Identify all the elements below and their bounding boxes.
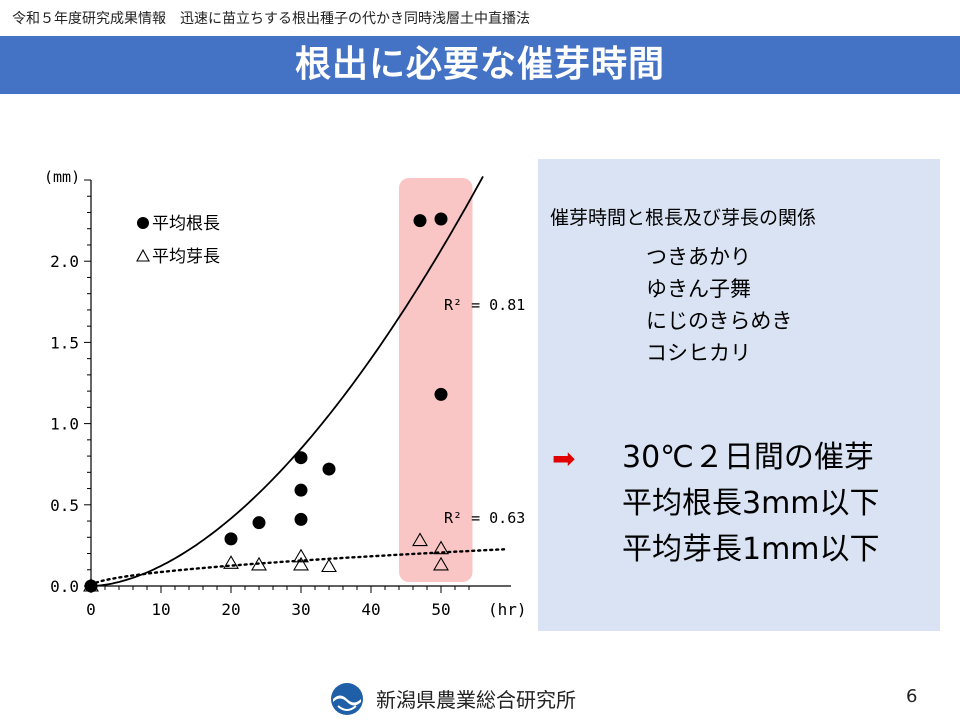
y-tick-label: 0.0 (50, 577, 79, 596)
legend-shoot-label: 平均芽長 (152, 247, 220, 267)
variety-list: つきあかり ゆきん子舞 にじのきらめき コシヒカリ (646, 241, 792, 369)
growth-chart: 0.0 0.5 1.0 1.5 2.0 0 10 20 30 40 50 (mm) (hr) R² = 0… (44, 168, 527, 619)
title-bar: 根出に必要な催芽時間 (0, 36, 960, 94)
root-length-point (252, 516, 266, 530)
legend-shoot-marker (136, 248, 150, 262)
root-length-point (413, 214, 427, 228)
root-r2-label: R² = 0.81 (444, 296, 525, 314)
right-arrow-icon: ➡ (552, 442, 576, 475)
shoot-length-point (223, 555, 239, 569)
root-length-point (434, 387, 448, 401)
shoot-length-point (433, 556, 449, 571)
list-item: にじのきらめき (646, 309, 793, 333)
shoot-length-point (83, 577, 99, 592)
shoot-r2-label: R² = 0.63 (444, 509, 525, 527)
root-length-point (322, 462, 336, 476)
chart-axes (84, 179, 511, 593)
shoot-length-point (251, 556, 267, 571)
list-item: ゆきん子舞 (646, 277, 751, 301)
institute-logo-icon (331, 683, 363, 715)
root-length-point (224, 532, 238, 546)
x-tick-label: 20 (221, 600, 240, 619)
root-length-point (434, 212, 448, 226)
conclusion-line: 平均芽長1mm以下 (622, 532, 880, 567)
header-caption: 令和５年度研究成果情報 迅速に苗立ちする根出種子の代かき同時浅層土中直播法 (12, 11, 530, 27)
x-tick-label: 40 (361, 600, 380, 619)
legend-root-marker (137, 217, 149, 229)
y-axis-label: (mm) (44, 168, 80, 186)
highlight-band (399, 178, 473, 582)
root-trend-line (90, 175, 484, 587)
conclusion: 30℃２日間の催芽 平均根長3mm以下 平均芽長1mm以下 (622, 435, 880, 573)
list-item: つきあかり (646, 245, 751, 269)
root-length-point (84, 579, 98, 593)
x-tick-label: 0 (86, 600, 96, 619)
y-tick-label: 1.0 (50, 415, 79, 434)
chart-labels: 0.0 0.5 1.0 1.5 2.0 0 10 20 30 40 50 (mm) (hr) R² = 0… (44, 168, 527, 619)
x-tick-label: 10 (151, 600, 170, 619)
page-number: 6 (906, 686, 918, 707)
slide-title: 根出に必要な催芽時間 (294, 44, 665, 85)
y-tick-label: 1.5 (50, 333, 79, 352)
shoot-length-point (433, 540, 449, 555)
conclusion-line: 30℃２日間の催芽 (622, 440, 874, 475)
shoot-length-point (293, 548, 309, 563)
x-tick-label: 30 (291, 600, 310, 619)
shoot-length-point (321, 558, 337, 573)
legend-root-label: 平均根長 (152, 214, 220, 234)
shoot-length-point (412, 532, 428, 547)
list-item: コシヒカリ (646, 341, 751, 365)
x-axis-label: (hr) (488, 600, 527, 619)
footer-organization: 新潟県農業総合研究所 (376, 688, 576, 712)
panel-heading: 催芽時間と根長及び芽長の関係 (550, 207, 817, 229)
info-panel: 催芽時間と根長及び芽長の関係 つきあかり ゆきん子舞 にじのきらめき コシヒカリ… (538, 159, 940, 631)
conclusion-line: 平均根長3mm以下 (622, 486, 880, 521)
root-length-point (294, 451, 308, 465)
y-tick-label: 0.5 (50, 496, 79, 515)
root-length-point (294, 483, 308, 497)
y-tick-label: 2.0 (50, 252, 79, 271)
root-length-point (294, 512, 308, 526)
x-tick-label: 50 (431, 600, 450, 619)
shoot-length-point (293, 556, 309, 571)
data-points (83, 212, 449, 593)
